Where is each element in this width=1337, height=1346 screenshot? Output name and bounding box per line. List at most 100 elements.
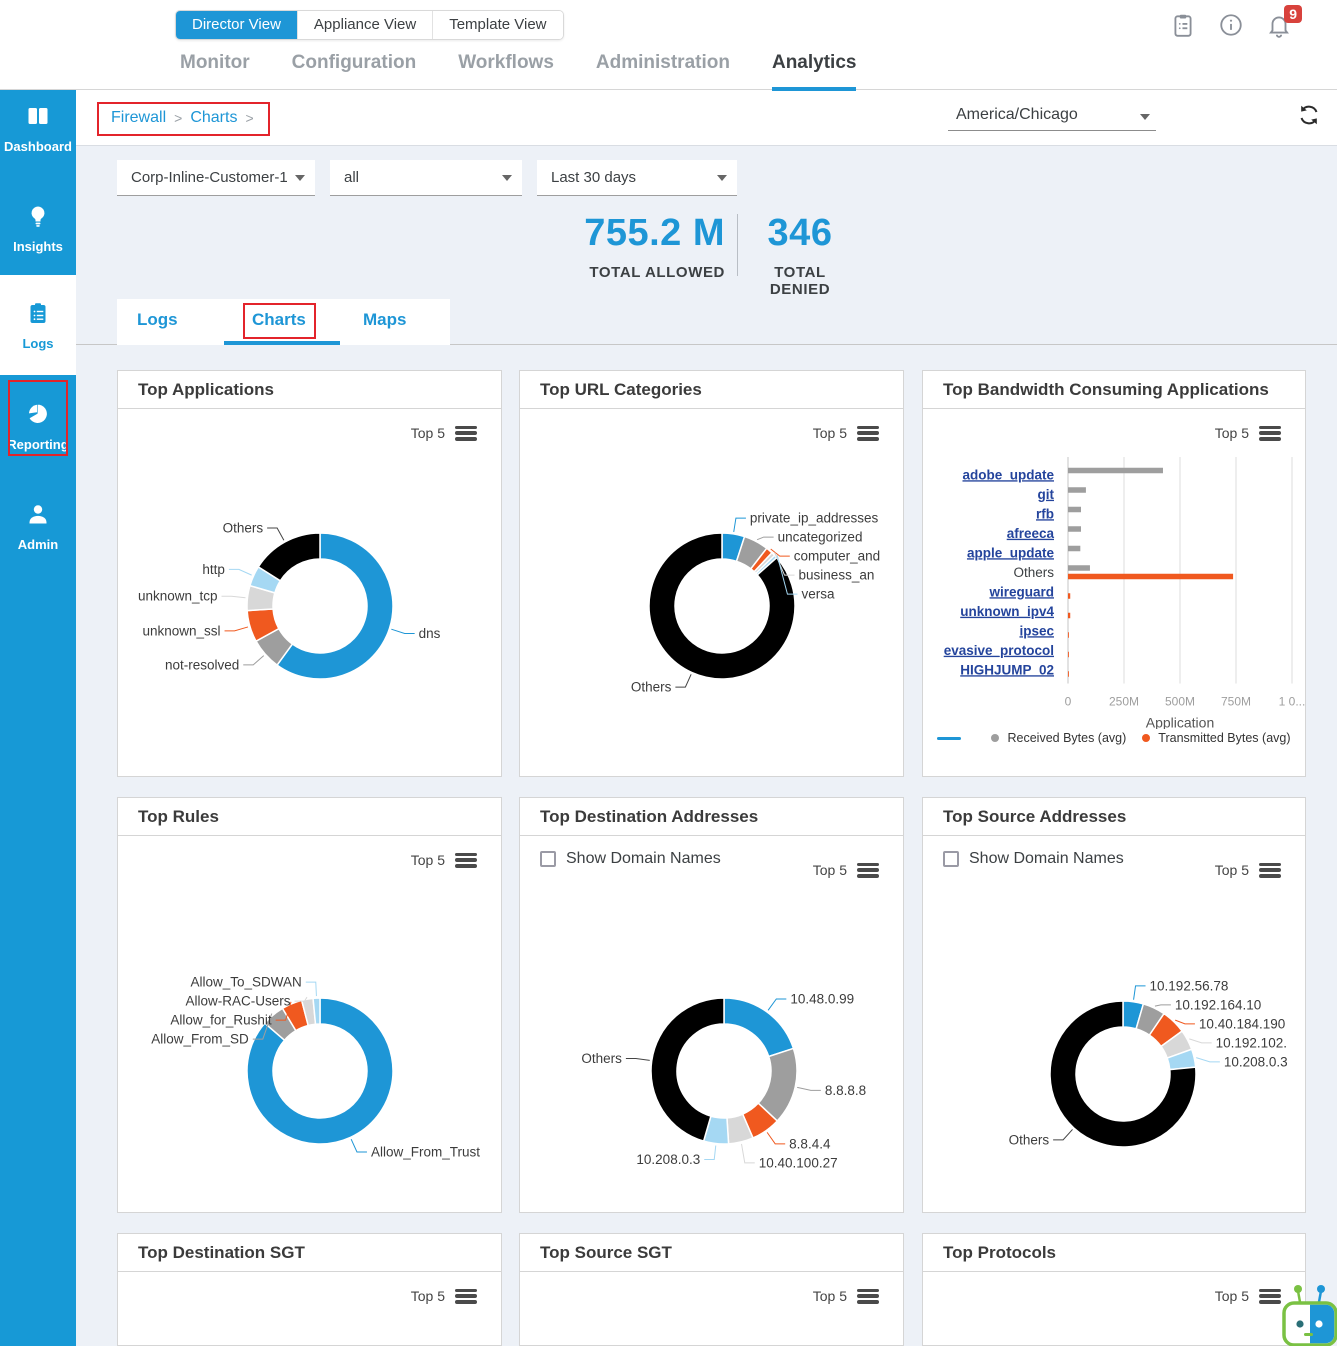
- bar-category-unknown_ipv4[interactable]: unknown_ipv4: [960, 604, 1054, 619]
- sidebar-item-logs[interactable]: Logs: [0, 275, 76, 375]
- breadcrumb-separator-2: >: [245, 110, 253, 126]
- legend-transmitted[interactable]: Transmitted Bytes (avg): [1142, 731, 1290, 745]
- bar-received-rfb[interactable]: [1068, 507, 1081, 513]
- bar-category-ipsec[interactable]: ipsec: [1019, 623, 1054, 638]
- total-allowed-label: TOTAL ALLOWED: [540, 264, 725, 281]
- donut-label-dns: dns: [419, 626, 441, 641]
- refresh-icon[interactable]: [1297, 103, 1321, 132]
- chevron-down-icon: [717, 175, 727, 181]
- bar-category-wireguard[interactable]: wireguard: [988, 584, 1054, 599]
- sidebar-item-insights[interactable]: Insights: [0, 204, 76, 254]
- top-url-categories-donut: private_ip_addressesuncategorizedcompute…: [520, 409, 905, 777]
- donut-label-Others: Others: [1009, 1132, 1050, 1147]
- appliance-filter[interactable]: Corp-Inline-Customer-1: [117, 160, 315, 196]
- donut-label-not-resolved: not-resolved: [165, 657, 239, 672]
- chart-menu-icon[interactable]: [455, 1289, 477, 1304]
- bar-category-rfb[interactable]: rfb: [1036, 506, 1054, 521]
- sidebar-item-reporting[interactable]: Reporting: [0, 402, 76, 452]
- donut-label-8.8.4.4: 8.8.4.4: [789, 1136, 831, 1151]
- donut-label-Allow_From_SD: Allow_From_SD: [151, 1032, 249, 1047]
- donut-label-versa: versa: [801, 587, 835, 602]
- bar-category-git[interactable]: git: [1038, 487, 1055, 502]
- logs-icon: [26, 312, 50, 329]
- bar-category-evasive_protocol[interactable]: evasive_protocol: [944, 643, 1054, 658]
- sidebar-label-logs: Logs: [0, 336, 76, 351]
- lightbulb-icon: [26, 215, 50, 232]
- info-icon[interactable]: [1218, 12, 1244, 38]
- notification-badge: 9: [1284, 5, 1302, 23]
- total-denied-value: 346: [752, 212, 848, 255]
- sidebar-item-admin[interactable]: Admin: [0, 502, 76, 552]
- nav-configuration[interactable]: Configuration: [292, 52, 417, 91]
- tab-logs[interactable]: Logs: [137, 310, 178, 330]
- legend-received[interactable]: Received Bytes (avg): [991, 731, 1126, 745]
- tab-director-view[interactable]: Director View: [176, 11, 298, 39]
- card-title: Top Source Addresses: [923, 798, 1305, 836]
- chart-menu-icon[interactable]: [857, 1289, 879, 1304]
- nav-analytics[interactable]: Analytics: [772, 52, 856, 91]
- bar-category-apple_update[interactable]: apple_update: [967, 545, 1055, 560]
- bar-received-git[interactable]: [1068, 487, 1086, 493]
- breadcrumb-firewall[interactable]: Firewall: [111, 109, 166, 127]
- donut-slice-10.48.0.99[interactable]: [724, 998, 793, 1056]
- timezone-select[interactable]: America/Chicago: [948, 104, 1156, 131]
- bar-category-afreeca[interactable]: afreeca: [1007, 526, 1055, 541]
- top5-label: Top 5: [1215, 1288, 1249, 1304]
- bar-transmitted-evasive_protocol[interactable]: [1068, 652, 1069, 658]
- donut-label-10.192.102.: 10.192.102.: [1216, 1035, 1287, 1050]
- bar-transmitted-ipsec[interactable]: [1068, 632, 1069, 638]
- total-allowed-value: 755.2 M: [540, 212, 725, 255]
- card-top-applications: Top Applications Top 5 dnsnot-resolvedun…: [117, 370, 502, 777]
- notifications-bell-icon[interactable]: 9: [1266, 12, 1292, 38]
- breadcrumb-bar: Firewall > Charts > America/Chicago: [76, 90, 1337, 146]
- chevron-down-icon: [295, 175, 305, 181]
- bar-category-adobe_update[interactable]: adobe_update: [962, 467, 1054, 482]
- donut-label-10.192.164.10: 10.192.164.10: [1175, 997, 1261, 1012]
- nav-workflows[interactable]: Workflows: [458, 52, 554, 91]
- bar-transmitted-unknown_ipv4[interactable]: [1068, 613, 1070, 619]
- bar-transmitted-Others[interactable]: [1068, 574, 1233, 580]
- card-title: Top Destination SGT: [118, 1234, 501, 1272]
- bar-category-HIGHJUMP_02[interactable]: HIGHJUMP_02: [960, 662, 1054, 677]
- card-title: Top Bandwidth Consuming Applications: [923, 371, 1305, 409]
- card-title: Top Source SGT: [520, 1234, 903, 1272]
- donut-label-10.40.184.190: 10.40.184.190: [1199, 1016, 1285, 1031]
- bar-axis-title: Application: [1146, 715, 1215, 730]
- bar-received-afreeca[interactable]: [1068, 526, 1081, 532]
- breadcrumb-charts[interactable]: Charts: [190, 109, 237, 127]
- donut-label-Allow_To_SDWAN: Allow_To_SDWAN: [190, 975, 301, 990]
- donut-label-10.192.56.78: 10.192.56.78: [1150, 978, 1229, 993]
- sidebar-item-dashboard[interactable]: Dashboard: [0, 104, 76, 154]
- chatbot-mascot-icon[interactable]: [1278, 1282, 1337, 1346]
- bar-received-apple_update[interactable]: [1068, 546, 1080, 552]
- donut-label-10.208.0.3: 10.208.0.3: [636, 1152, 700, 1167]
- donut-label-http: http: [202, 562, 225, 577]
- tab-appliance-view[interactable]: Appliance View: [298, 11, 433, 39]
- rule-filter[interactable]: all: [330, 160, 522, 196]
- bar-transmitted-HIGHJUMP_02[interactable]: [1068, 671, 1069, 677]
- bar-chart-legend: Received Bytes (avg) Transmitted Bytes (…: [923, 731, 1305, 745]
- time-range-filter[interactable]: Last 30 days: [537, 160, 737, 196]
- donut-label-business_an: business_an: [799, 568, 875, 583]
- donut-label-10.40.100.27: 10.40.100.27: [759, 1155, 838, 1170]
- card-title: Top Rules: [118, 798, 501, 836]
- bar-category-Others: Others: [1013, 565, 1054, 580]
- tab-maps[interactable]: Maps: [363, 310, 406, 330]
- donut-label-uncategorized: uncategorized: [778, 530, 863, 545]
- card-top-rules: Top Rules Top 5 Allow_From_TrustAllow_Fr…: [117, 797, 502, 1213]
- nav-administration[interactable]: Administration: [596, 52, 730, 91]
- card-title: Top Protocols: [923, 1234, 1305, 1272]
- x-tick: 0: [1065, 695, 1072, 709]
- card-top-destination-addresses: Top Destination Addresses Show Domain Na…: [519, 797, 904, 1213]
- nav-monitor[interactable]: Monitor: [180, 52, 250, 91]
- card-top-bandwidth: Top Bandwidth Consuming Applications Top…: [922, 370, 1306, 777]
- bar-transmitted-wireguard[interactable]: [1068, 593, 1070, 599]
- tasks-clipboard-icon[interactable]: [1170, 12, 1196, 38]
- bar-received-Others[interactable]: [1068, 565, 1090, 571]
- tab-charts[interactable]: Charts: [252, 310, 306, 330]
- breadcrumb-separator: >: [174, 110, 182, 126]
- tab-template-view[interactable]: Template View: [433, 11, 562, 39]
- donut-label-8.8.8.8: 8.8.8.8: [825, 1083, 866, 1098]
- legend-line-swatch: [937, 737, 961, 740]
- bar-received-adobe_update[interactable]: [1068, 468, 1163, 474]
